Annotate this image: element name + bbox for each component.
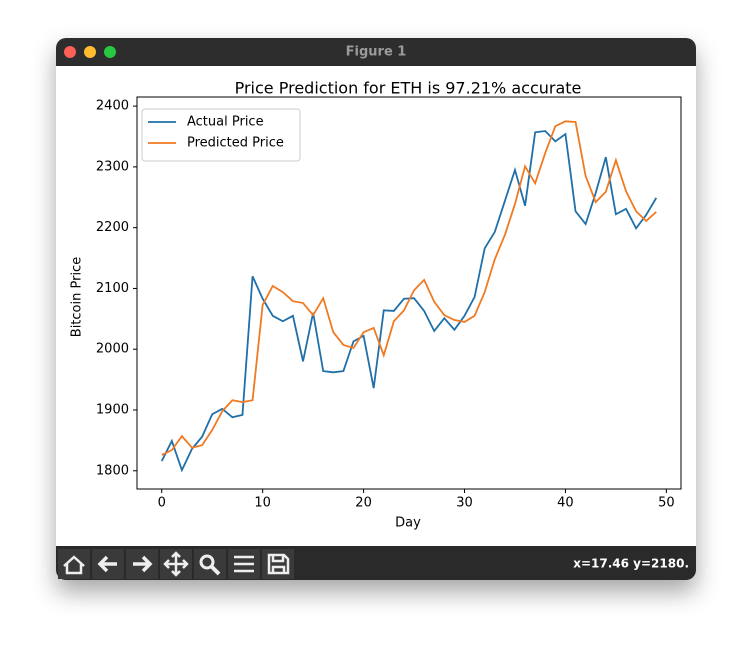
- toolbar-buttons: [58, 549, 294, 579]
- axes-frame: [136, 96, 682, 490]
- window: Figure 1 x=17.46 y=2180.: [56, 38, 696, 580]
- y-tick-label: 2400: [96, 99, 129, 114]
- y-tick-label: 2300: [96, 159, 129, 174]
- y-axis-label: Bitcoin Price: [70, 257, 85, 337]
- x-tick-label: 0: [158, 496, 166, 511]
- forward-icon: [133, 555, 153, 573]
- legend-box: [141, 108, 301, 162]
- close-button[interactable]: [64, 46, 76, 58]
- configure-icon: [234, 555, 254, 573]
- x-tick-label: 40: [557, 496, 574, 511]
- title-bar: [56, 38, 696, 66]
- legend-label: Predicted Price: [187, 136, 284, 151]
- line-series: [161, 120, 657, 456]
- y-tick-label: 2200: [96, 220, 129, 235]
- minimize-button[interactable]: [84, 46, 96, 58]
- y-tick-label: 1900: [96, 402, 129, 417]
- y-tick-label: 2100: [96, 281, 129, 296]
- x-tick-label: 30: [456, 496, 473, 511]
- figure: Price Prediction for ETH is 97.21% accur…: [70, 79, 682, 531]
- back-icon: [97, 555, 117, 573]
- status-text: x=17.46 y=2180.: [573, 557, 689, 571]
- chart-title: Price Prediction for ETH is 97.21% accur…: [235, 79, 582, 98]
- y-tick-label: 1800: [96, 463, 129, 478]
- zoom-tool-button[interactable]: [194, 549, 226, 579]
- x-tick-label: 20: [355, 496, 372, 511]
- legend: Actual Price Predicted Price: [141, 108, 301, 162]
- x-tick-label: 10: [254, 496, 271, 511]
- zoom-icon-handle: [210, 565, 221, 576]
- window-title: Figure 1: [346, 45, 407, 60]
- pan-icon: [163, 551, 189, 577]
- home-button[interactable]: [58, 549, 90, 579]
- x-tick-label: 50: [658, 496, 675, 511]
- save-icon: [267, 553, 290, 575]
- window-frame: [56, 38, 696, 580]
- zoom-icon: [199, 554, 215, 570]
- x-axis-label: Day: [395, 516, 421, 531]
- zoom-button[interactable]: [104, 46, 116, 58]
- legend-label: Actual Price: [187, 115, 264, 130]
- y-tick-label: 2000: [96, 342, 129, 357]
- home-icon: [63, 555, 85, 575]
